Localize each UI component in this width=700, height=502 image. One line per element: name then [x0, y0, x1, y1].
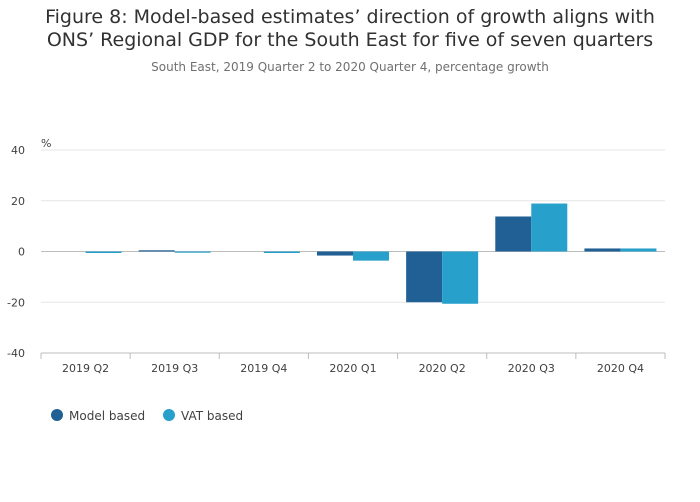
bar-vat-based — [85, 251, 122, 254]
legend-marker — [51, 409, 63, 421]
y-tick-label: -40 — [7, 347, 25, 360]
axes: % 40 20 0 -20 -40 2019 Q2 2019 Q3 2019 Q4 2020 Q… — [7, 137, 666, 375]
bar-model-based — [406, 251, 443, 303]
bar-model-based — [495, 216, 532, 252]
x-tick-label: 2019 Q2 — [62, 362, 109, 375]
legend: Model based VAT based — [51, 409, 243, 423]
bars — [85, 203, 657, 304]
title-block: Figure 8: Model-based estimates’ directi… — [0, 6, 700, 74]
chart-subtitle: South East, 2019 Quarter 2 to 2020 Quart… — [151, 60, 549, 74]
y-axis-unit-label: % — [41, 137, 51, 150]
bar-vat-based — [353, 251, 389, 261]
bar-vat-based — [442, 251, 479, 304]
y-tick-label: 20 — [11, 195, 25, 208]
x-tick-label: 2020 Q3 — [508, 362, 555, 375]
bar-vat-based — [531, 203, 568, 252]
bar-model-based — [138, 250, 175, 252]
x-tick-label: 2020 Q1 — [329, 362, 376, 375]
x-tick-label: 2019 Q3 — [151, 362, 198, 375]
bar-vat-based — [620, 248, 657, 252]
legend-label: VAT based — [181, 409, 243, 423]
y-tick-label: -20 — [7, 296, 25, 309]
x-tick-label: 2020 Q2 — [419, 362, 466, 375]
x-tick-label: 2019 Q4 — [240, 362, 287, 375]
gridlines — [41, 149, 665, 303]
bar-vat-based — [263, 251, 300, 254]
chart-title: Figure 8: Model-based estimates’ directi… — [45, 6, 655, 51]
y-tick-label: 0 — [18, 246, 25, 259]
bar-model-based — [317, 251, 353, 256]
bar-model-based — [584, 248, 621, 252]
bar-vat-based — [174, 251, 211, 253]
y-tick-label: 40 — [11, 144, 25, 157]
legend-label: Model based — [69, 409, 145, 423]
legend-marker — [163, 409, 175, 421]
x-tick-label: 2020 Q4 — [597, 362, 644, 375]
